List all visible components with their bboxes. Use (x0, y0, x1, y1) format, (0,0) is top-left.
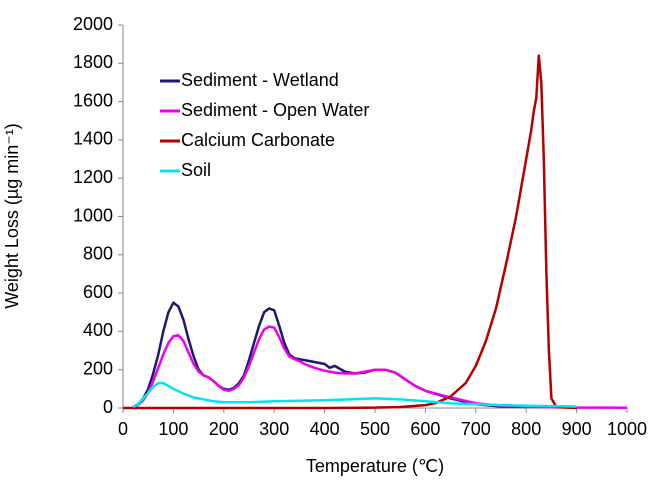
x-tick-label: 400 (310, 419, 340, 439)
legend-label: Calcium Carbonate (181, 130, 335, 150)
y-tick-label: 200 (83, 358, 113, 378)
x-tick-label: 1000 (607, 419, 647, 439)
y-tick-label: 2000 (73, 14, 113, 34)
y-tick-label: 1400 (73, 129, 113, 149)
y-tick-label: 1600 (73, 90, 113, 110)
series-line (132, 301, 527, 409)
legend-label: Sediment - Open Water (181, 100, 369, 120)
x-tick-label: 900 (562, 419, 592, 439)
x-tick-label: 100 (158, 419, 188, 439)
series-line (132, 381, 577, 409)
series-line (132, 325, 628, 410)
x-tick-label: 800 (511, 419, 541, 439)
x-tick-label: 500 (360, 419, 390, 439)
x-tick-label: 300 (259, 419, 289, 439)
y-tick-label: 1200 (73, 167, 113, 187)
x-tick-label: 200 (209, 419, 239, 439)
y-tick-label: 800 (83, 244, 113, 264)
y-tick-label: 1800 (73, 52, 113, 72)
y-tick-label: 600 (83, 282, 113, 302)
x-tick-label: 600 (410, 419, 440, 439)
x-axis-label: Temperature (℃) (306, 456, 444, 476)
y-axis-label: Weight Loss (µg min⁻¹) (2, 123, 22, 309)
legend-label: Sediment - Wetland (181, 70, 339, 90)
y-tick-label: 0 (103, 397, 113, 417)
x-tick-label: 0 (118, 419, 128, 439)
x-tick-label: 700 (461, 419, 491, 439)
y-tick-label: 1000 (73, 205, 113, 225)
legend-label: Soil (181, 160, 211, 180)
series-line (123, 54, 577, 410)
y-tick-label: 400 (83, 320, 113, 340)
